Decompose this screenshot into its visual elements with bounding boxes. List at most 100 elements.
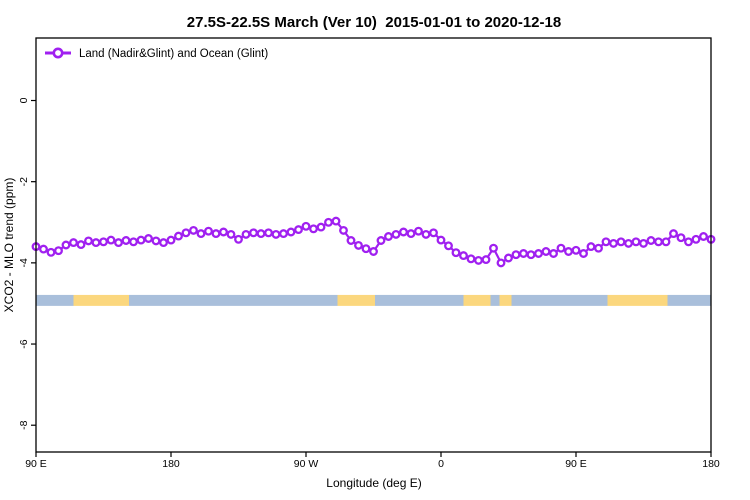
data-point-marker (406, 229, 416, 239)
band-segment-ocean (36, 294, 74, 306)
legend: Land (Nadir&Glint) and Ocean (Glint) (45, 47, 268, 60)
y-tick-label: 0 (18, 97, 30, 103)
data-point-marker (421, 229, 431, 239)
data-point-marker (279, 229, 288, 239)
data-point-marker (399, 227, 408, 237)
data-point-marker (624, 238, 633, 248)
data-point-marker (294, 225, 303, 235)
data-point-marker (616, 237, 626, 247)
data-point-marker (264, 228, 273, 238)
band-segment-land (463, 294, 491, 306)
data-point-marker (684, 237, 693, 247)
data-point-marker (369, 247, 378, 256)
x-tick-label: 180 (162, 458, 180, 470)
data-point-marker (504, 253, 513, 263)
data-point-marker (654, 237, 663, 247)
data-point-marker (519, 249, 528, 258)
data-point-marker (99, 237, 108, 247)
surface-band-layer (36, 294, 711, 306)
data-point-marker (174, 231, 183, 241)
data-point-marker (234, 234, 243, 244)
data-point-marker (151, 236, 161, 246)
data-point-marker (211, 229, 221, 239)
data-point-marker (526, 250, 536, 260)
data-point-marker (354, 240, 363, 250)
data-point-marker (54, 246, 63, 256)
data-point-marker (691, 234, 701, 244)
data-point-marker (286, 227, 296, 237)
data-point-marker (181, 228, 191, 238)
band-segment-land (607, 294, 668, 306)
data-point-marker (639, 238, 648, 248)
data-point-marker (474, 255, 483, 265)
data-point-marker (646, 236, 656, 245)
data-point-marker (39, 244, 48, 254)
data-point-marker (571, 245, 581, 255)
data-point-marker (384, 232, 393, 241)
data-point-marker (699, 232, 708, 241)
data-point-marker (69, 238, 78, 248)
data-point-marker (466, 254, 476, 264)
plot-frame (35, 37, 712, 453)
data-point-marker (346, 236, 356, 245)
band-segment-ocean (375, 294, 464, 306)
data-point-marker (661, 237, 671, 247)
y-tick-label: -8 (18, 420, 30, 429)
x-tick-label: 90 W (294, 458, 319, 470)
data-point-marker (511, 250, 521, 260)
data-point-marker (564, 247, 573, 256)
data-point-marker (324, 217, 333, 227)
data-point-marker (159, 238, 168, 248)
data-point-marker (166, 235, 176, 245)
chart-title: 27.5S-22.5S March (Ver 10) 2015-01-01 to… (187, 14, 561, 31)
data-point-marker (121, 236, 131, 245)
data-point-marker (534, 249, 543, 258)
data-point-marker (676, 233, 686, 243)
x-tick-label: 90 E (565, 458, 587, 470)
data-point-marker (76, 240, 86, 250)
data-point-marker (84, 236, 93, 246)
data-point-marker (459, 251, 468, 261)
data-point-marker (189, 225, 198, 235)
data-point-marker (586, 242, 596, 252)
band-segment-ocean (490, 294, 500, 306)
data-point-marker (129, 237, 138, 247)
data-point-marker (309, 224, 318, 234)
data-point-marker (106, 235, 116, 245)
data-point-marker (579, 249, 588, 258)
data-point-marker (204, 226, 213, 236)
data-point-marker (391, 229, 401, 239)
band-segment-ocean (667, 294, 711, 306)
y-tick-label: -2 (18, 177, 30, 186)
data-point-marker (46, 247, 56, 257)
data-point-marker (114, 238, 123, 248)
data-point-marker (496, 258, 506, 268)
x-tick-label: 0 (438, 458, 444, 470)
data-point-marker (316, 222, 326, 232)
data-point-marker (556, 243, 566, 253)
data-point-marker (451, 248, 461, 258)
axes-layer: 90 E 180 90 W 0 90 E 180 0 -2 -4 -6 -8 (18, 97, 720, 470)
data-point-marker (226, 229, 236, 239)
data-point-marker (429, 228, 438, 238)
data-point-marker (241, 229, 251, 239)
data-point-marker (376, 236, 386, 245)
data-point-marker (249, 228, 258, 238)
band-segment-ocean (129, 294, 338, 306)
y-axis-title: XCO2 - MLO trend (ppm) (2, 178, 16, 313)
band-segment-ocean (511, 294, 608, 306)
data-point-marker (436, 235, 446, 245)
data-point-marker (196, 229, 206, 239)
data-point-marker (136, 235, 146, 245)
data-point-marker (609, 238, 618, 248)
data-point-marker (601, 237, 611, 247)
data-point-marker (61, 240, 71, 250)
x-tick-label: 180 (702, 458, 720, 470)
data-point-marker (489, 243, 498, 253)
x-axis-title: Longitude (deg E) (326, 476, 421, 490)
data-point-marker (91, 238, 101, 248)
data-point-marker (361, 244, 371, 254)
data-point-marker (301, 221, 311, 231)
data-point-marker (481, 255, 491, 265)
